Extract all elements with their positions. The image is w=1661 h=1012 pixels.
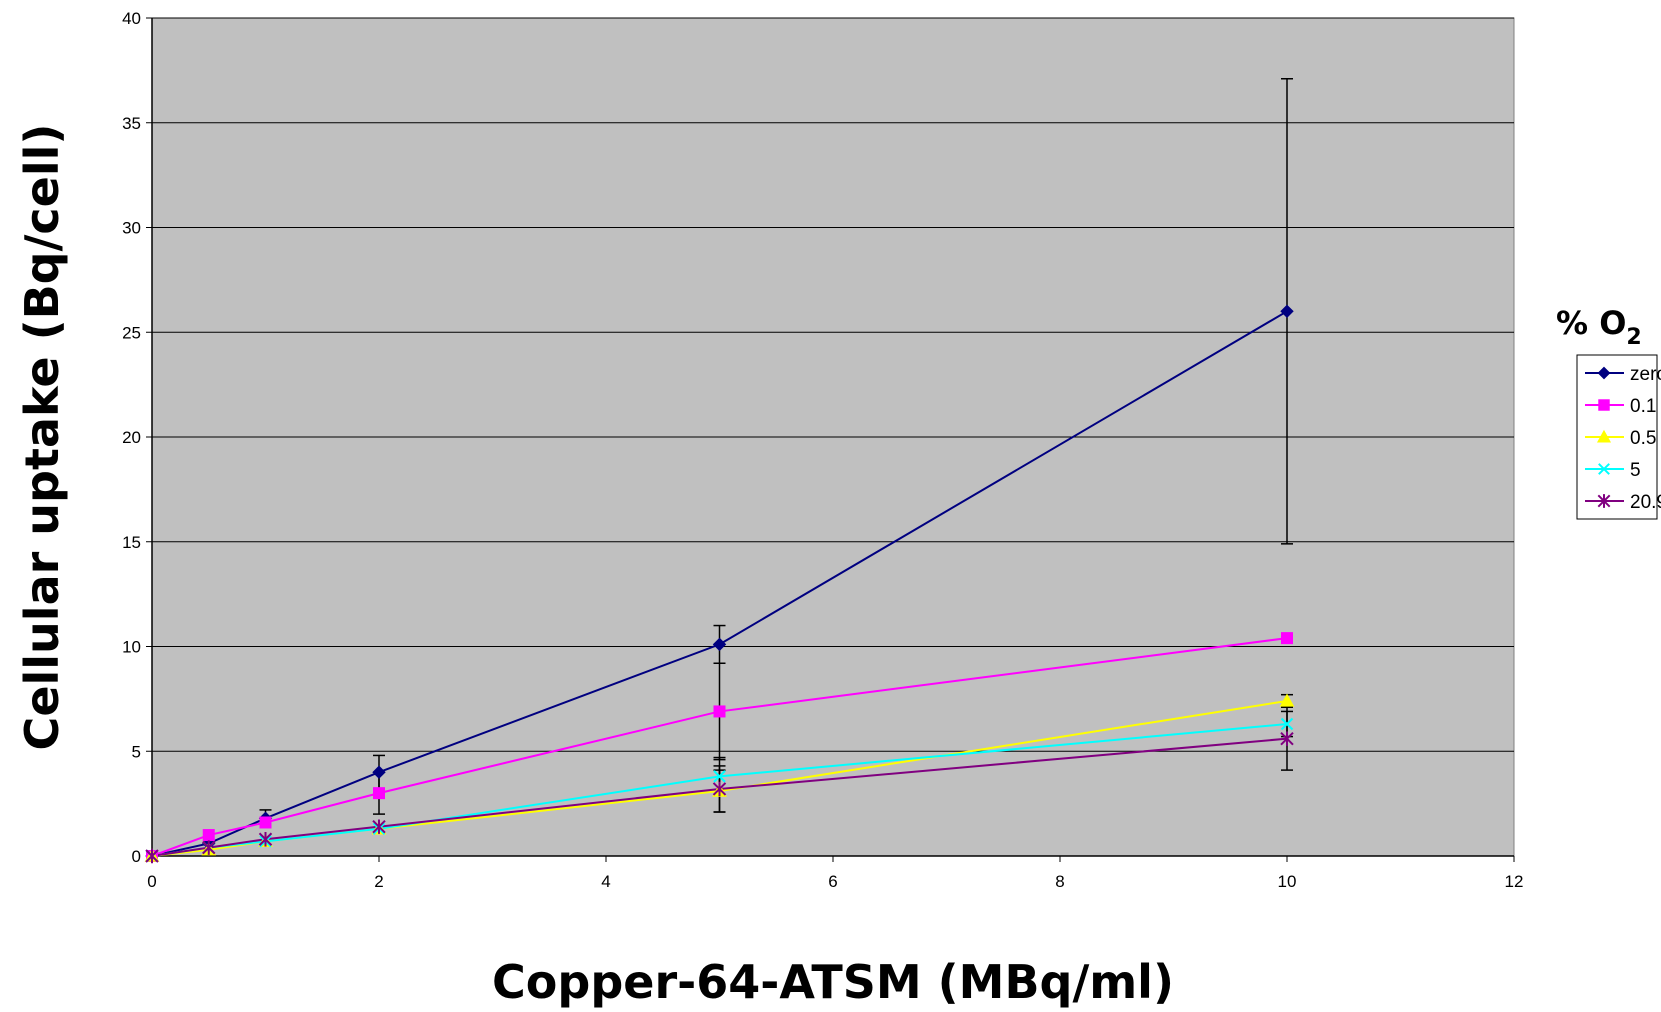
series-point-1-4 xyxy=(713,705,726,718)
legend-title-subscript: 2 xyxy=(1626,325,1641,350)
x-tick-label-12: 12 xyxy=(1505,872,1524,891)
series-point-1-2 xyxy=(259,816,272,829)
series-point-3-5 xyxy=(1280,717,1294,731)
legend: zero 0.1 0.5 5 20.9 xyxy=(1576,354,1661,520)
series-point-0-5 xyxy=(1280,304,1294,319)
series-point-4-5 xyxy=(1280,731,1294,746)
series-line-0 xyxy=(151,310,1288,857)
legend-label-2: 0.5 xyxy=(1630,428,1656,449)
legend-marker-3 xyxy=(1598,463,1610,475)
x-axis-ticks: 0 2 4 6 8 10 12 xyxy=(147,856,1523,891)
y-axis-ticks: 0 5 10 15 20 25 30 35 40 xyxy=(122,9,152,866)
y-tick-label-20: 20 xyxy=(122,428,141,447)
series-point-2-5 xyxy=(1279,693,1295,707)
series-line-1 xyxy=(151,637,1288,857)
series-point-4-3 xyxy=(372,819,386,834)
series-point-0-3 xyxy=(372,765,386,779)
series-point-1-3 xyxy=(373,787,385,800)
x-axis-title: Copper-64-ATSM (MBq/ml) xyxy=(492,955,1174,1009)
legend-label-3: 5 xyxy=(1630,460,1641,481)
legend-label-0: zero xyxy=(1630,364,1661,385)
x-tick-label-2: 2 xyxy=(374,872,383,891)
series-point-0-4 xyxy=(712,637,727,652)
legend-label-1: 0.1 xyxy=(1630,396,1656,417)
legend-title: % O2 xyxy=(1556,304,1642,350)
x-tick-label-10: 10 xyxy=(1278,872,1297,891)
series-point-1-5 xyxy=(1281,632,1293,645)
x-tick-label-4: 4 xyxy=(601,872,610,891)
series-point-1-1 xyxy=(202,829,215,842)
series-point-4-1 xyxy=(202,840,216,855)
series-point-4-2 xyxy=(258,832,273,847)
y-tick-label-5: 5 xyxy=(132,742,141,761)
x-tick-label-6: 6 xyxy=(828,872,837,891)
legend-label-4: 20.9 xyxy=(1630,492,1661,513)
y-tick-label-0: 0 xyxy=(132,847,141,866)
y-tick-label-35: 35 xyxy=(122,114,141,133)
series-point-4-4 xyxy=(712,781,727,797)
y-tick-label-10: 10 xyxy=(122,638,141,657)
y-axis-title: Cellular uptake (Bq/cell) xyxy=(15,124,69,751)
legend-title-main: % O xyxy=(1556,304,1626,342)
series-point-3-4 xyxy=(713,770,726,783)
series-lines xyxy=(151,310,1288,857)
x-tick-label-8: 8 xyxy=(1055,872,1064,891)
legend-marker-2 xyxy=(1596,429,1612,443)
legend-marker-1 xyxy=(1598,399,1610,411)
y-tick-label-15: 15 xyxy=(122,533,141,552)
series-line-4 xyxy=(151,737,1288,857)
legend-marker-4 xyxy=(1597,494,1611,508)
y-tick-label-25: 25 xyxy=(122,323,141,342)
y-tick-label-30: 30 xyxy=(122,219,141,238)
y-tick-label-40: 40 xyxy=(122,9,141,28)
legend-marker-0 xyxy=(1597,366,1611,380)
x-tick-label-0: 0 xyxy=(147,872,156,891)
series-markers xyxy=(144,304,1295,864)
series-point-4-0 xyxy=(145,848,159,864)
